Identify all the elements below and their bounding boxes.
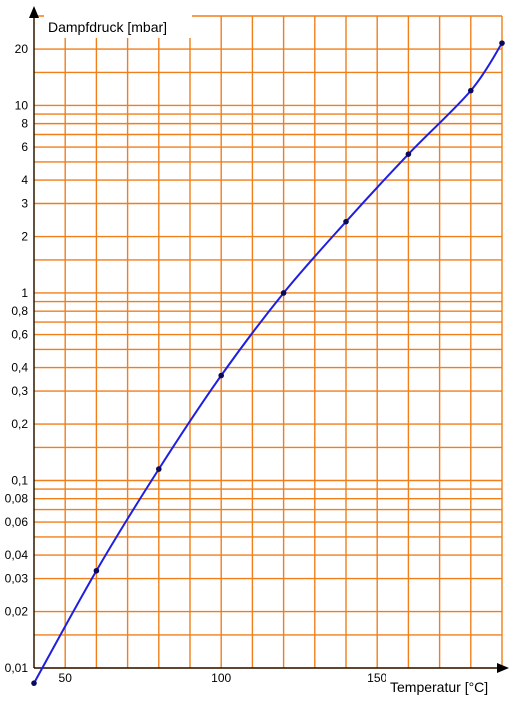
x-axis-arrow <box>497 663 509 673</box>
data-point <box>156 466 162 472</box>
y-tick-label: 0,02 <box>5 605 29 619</box>
x-tick-labels: 50 100 150 <box>59 671 388 685</box>
y-tick-label: 0,2 <box>11 417 28 431</box>
y-axis-title: Dampfdruck [mbar] <box>48 19 167 35</box>
y-tick-label: 2 <box>21 230 28 244</box>
series-line <box>33 42 503 684</box>
y-tick-labels: 0,01 0,02 0,03 0,04 0,06 0,08 0,1 0,2 0,3 0,4 0,6 0… <box>5 42 29 675</box>
data-point <box>405 151 412 157</box>
y-axis-title-background <box>44 14 192 38</box>
y-tick-label: 6 <box>21 140 28 154</box>
data-point <box>468 87 474 94</box>
y-tick-label: 0,4 <box>11 361 28 375</box>
y-tick-label: 10 <box>15 98 29 112</box>
x-tick-label: 150 <box>367 671 387 685</box>
y-tick-label: 0,6 <box>11 328 28 342</box>
y-tick-label: 0,3 <box>11 384 28 398</box>
horizontal-gridlines <box>34 15 502 669</box>
x-tick-label: 100 <box>211 671 231 685</box>
y-tick-label: 8 <box>21 117 28 131</box>
data-markers <box>31 40 505 686</box>
y-tick-label: 0,08 <box>5 492 29 506</box>
y-axis-arrow <box>29 6 39 18</box>
data-point <box>93 567 100 574</box>
data-point <box>31 680 37 686</box>
y-tick-label: 1 <box>21 286 28 300</box>
y-tick-label: 3 <box>21 197 28 211</box>
y-tick-label: 20 <box>15 42 29 56</box>
y-tick-label: 4 <box>21 173 28 187</box>
y-tick-label: 0,1 <box>11 473 28 487</box>
data-point <box>343 218 349 225</box>
axes <box>29 6 509 673</box>
data-point <box>499 40 505 46</box>
data-point <box>218 372 224 379</box>
vertical-gridlines <box>33 16 503 668</box>
y-tick-label: 0,8 <box>11 304 28 318</box>
x-axis-title: Temperatur [°C] <box>390 679 488 695</box>
data-point <box>280 290 287 296</box>
y-tick-label: 0,01 <box>5 661 29 675</box>
y-tick-label: 0,04 <box>5 548 29 562</box>
x-axis-title-background <box>386 674 510 698</box>
y-tick-label: 0,03 <box>5 572 29 586</box>
x-tick-label: 50 <box>59 671 73 685</box>
y-tick-label: 0,06 <box>5 515 29 529</box>
